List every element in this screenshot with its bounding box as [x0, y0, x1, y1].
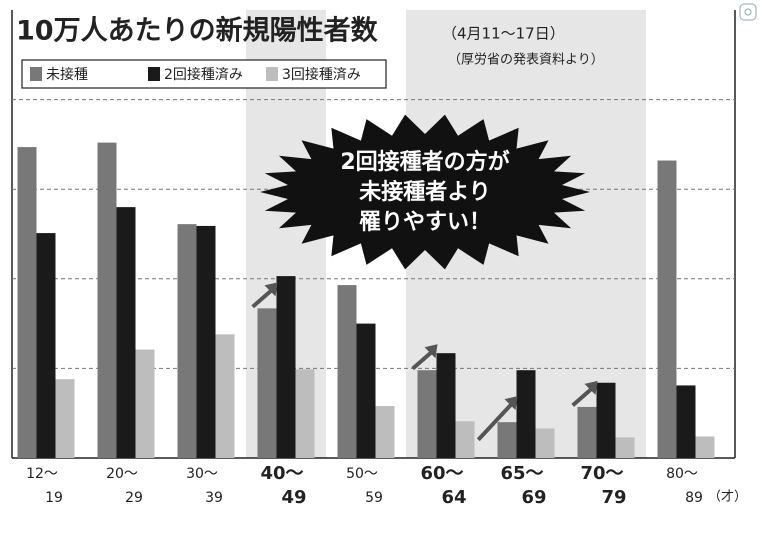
icon-frame [739, 3, 757, 21]
bar [97, 142, 117, 458]
arrow-head [504, 396, 518, 411]
x-tick-label: 89 [685, 490, 703, 506]
bar [695, 436, 715, 458]
chart-subtitle: （4月11〜17日） [442, 25, 565, 43]
bar [276, 276, 296, 458]
x-tick-label: 50〜 [346, 466, 378, 482]
bar [577, 406, 597, 458]
bar [516, 370, 536, 458]
x-tick-label: 29 [125, 490, 143, 506]
x-tick-label: 12〜 [26, 466, 58, 482]
bar [337, 285, 357, 458]
bar [657, 160, 677, 458]
bar [615, 437, 635, 458]
bar [135, 349, 155, 458]
legend: 未接種 2回接種済み 3回接種済み [30, 66, 361, 83]
arrow-shaft [476, 402, 513, 442]
legend-label: 3回接種済み [282, 66, 361, 83]
bar [497, 422, 517, 458]
bar [215, 334, 235, 458]
bar [116, 207, 136, 458]
bar [676, 385, 696, 458]
x-tick-label: 19 [45, 490, 63, 506]
bar [375, 406, 395, 458]
chart-title: 10万人あたりの新規陽性者数 [16, 15, 379, 47]
bar-layer [17, 142, 715, 458]
callout-text: 2回接種者の方が [340, 149, 509, 175]
legend-swatch [30, 67, 42, 81]
x-tick-label: 64 [441, 487, 466, 508]
bar [196, 225, 216, 458]
bar [455, 421, 475, 458]
bar [295, 369, 315, 458]
arrow-head [424, 344, 438, 359]
x-tick-label: 79 [601, 487, 626, 508]
corner-icon [739, 3, 757, 21]
arrow-shaft [571, 387, 593, 407]
arrow-shaft [251, 288, 273, 309]
legend-label: 2回接種済み [164, 66, 243, 83]
source-note: （厚労省の発表資料より） [448, 53, 604, 68]
bar [596, 382, 616, 458]
x-tick-label: 39 [205, 490, 223, 506]
x-tick-label: 69 [521, 487, 546, 508]
bar [417, 370, 437, 458]
x-tick-label: 30〜 [186, 466, 218, 482]
arrow-head [584, 380, 598, 395]
x-tick-label: 20〜 [106, 466, 138, 482]
x-tick-label: 59 [365, 490, 383, 506]
bar [17, 147, 37, 458]
legend-swatch [148, 67, 160, 81]
bar [257, 308, 277, 458]
callout-text: 罹りやすい！ [359, 210, 491, 235]
bar [436, 353, 456, 458]
bar [177, 224, 197, 458]
callout-text: 未接種者より [359, 180, 491, 205]
icon-dot [744, 8, 752, 16]
x-tick-label: 65〜 [500, 463, 543, 484]
bar [36, 233, 56, 458]
x-tick-label: 49 [281, 487, 306, 508]
x-unit: （才） [708, 490, 747, 505]
bar [55, 379, 75, 458]
bar [356, 323, 376, 458]
arrow-head [264, 282, 278, 297]
x-tick-label: 60〜 [420, 463, 463, 484]
arrow-shaft [411, 350, 433, 371]
x-tick-label: 70〜 [580, 463, 623, 484]
x-tick-label: 40〜 [260, 463, 303, 484]
legend-box [21, 59, 387, 89]
x-tick-label: 80〜 [666, 466, 698, 482]
bar [535, 428, 555, 458]
legend-label: 未接種 [46, 66, 88, 83]
burst-shape [260, 114, 590, 270]
legend-swatch [266, 67, 278, 81]
